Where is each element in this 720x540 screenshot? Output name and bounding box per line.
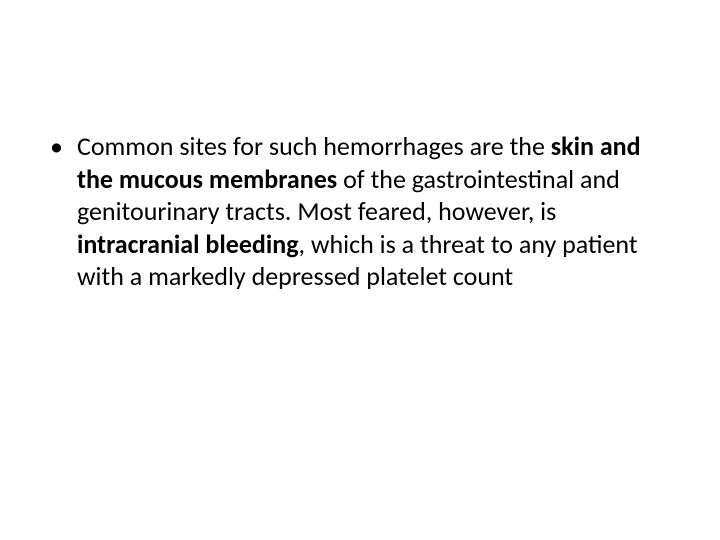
bullet-item: • Common sites for such hemorrhages are …	[50, 130, 670, 293]
slide-content: • Common sites for such hemorrhages are …	[50, 130, 670, 293]
bold-text-2: intracranial bleeding	[77, 228, 299, 260]
bullet-text: Common sites for such hemorrhages are th…	[77, 130, 670, 293]
text-part-1: Common sites for such hemorrhages are th…	[77, 130, 551, 162]
bullet-marker: •	[50, 130, 63, 164]
